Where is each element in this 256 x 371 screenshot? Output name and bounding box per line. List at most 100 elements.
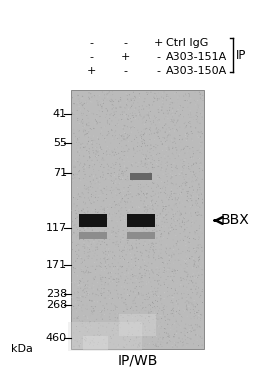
Point xyxy=(117,164,121,170)
Point xyxy=(141,213,145,219)
Point xyxy=(112,166,116,172)
Point xyxy=(197,235,201,241)
Point xyxy=(81,246,86,252)
Point xyxy=(167,220,171,226)
Point xyxy=(187,148,191,154)
Point xyxy=(178,142,182,148)
Point xyxy=(148,127,152,133)
Point xyxy=(146,256,150,262)
Point xyxy=(179,84,183,90)
Point xyxy=(100,269,104,275)
Point xyxy=(79,87,83,93)
Point xyxy=(95,272,100,278)
Point xyxy=(140,74,144,80)
Point xyxy=(129,85,133,91)
Point xyxy=(197,170,201,175)
Point xyxy=(177,252,181,257)
Point xyxy=(117,185,121,191)
Point xyxy=(195,172,199,178)
Point xyxy=(82,134,86,139)
Point xyxy=(179,103,183,109)
Point xyxy=(171,229,175,235)
Point xyxy=(168,143,173,149)
Point xyxy=(158,198,163,204)
Point xyxy=(139,177,143,183)
Point xyxy=(135,61,139,67)
Point xyxy=(121,29,125,35)
Point xyxy=(83,266,88,272)
Point xyxy=(188,251,192,257)
Point xyxy=(143,124,147,130)
Point xyxy=(143,171,147,177)
Point xyxy=(87,181,91,187)
Point xyxy=(87,211,91,217)
Point xyxy=(148,240,152,246)
Point xyxy=(151,45,155,51)
Point xyxy=(162,67,166,73)
Point xyxy=(137,270,141,276)
Point xyxy=(116,264,121,270)
Point xyxy=(184,104,188,110)
Point xyxy=(77,216,81,222)
Point xyxy=(143,124,147,130)
Point xyxy=(81,106,86,112)
Point xyxy=(163,178,167,184)
Point xyxy=(104,25,108,31)
Point xyxy=(131,253,135,259)
Point xyxy=(91,90,95,96)
Point xyxy=(166,255,170,261)
Point xyxy=(168,48,172,54)
Point xyxy=(80,96,84,102)
Point xyxy=(89,194,93,200)
Point xyxy=(174,255,178,260)
Point xyxy=(116,55,120,60)
Point xyxy=(102,230,106,236)
Point xyxy=(92,112,96,118)
Point xyxy=(114,163,118,169)
Point xyxy=(90,224,94,230)
Point xyxy=(153,22,157,28)
Point xyxy=(142,136,146,142)
Point xyxy=(147,86,151,92)
Point xyxy=(161,194,165,200)
Point xyxy=(96,114,100,120)
Point xyxy=(166,49,170,55)
Point xyxy=(122,138,126,144)
Point xyxy=(78,213,82,219)
Point xyxy=(126,165,130,171)
Point xyxy=(93,106,97,112)
Point xyxy=(76,51,80,57)
Point xyxy=(94,142,99,148)
Point xyxy=(139,86,143,92)
Point xyxy=(164,47,168,53)
Point xyxy=(152,201,156,207)
Point xyxy=(86,234,90,240)
Point xyxy=(171,260,175,266)
Point xyxy=(190,111,194,117)
Point xyxy=(83,118,87,124)
Point xyxy=(165,206,169,212)
Point xyxy=(133,272,137,278)
Point xyxy=(142,235,146,241)
Point xyxy=(124,253,129,259)
Point xyxy=(198,260,202,266)
Point xyxy=(189,79,193,85)
Point xyxy=(195,255,199,261)
Point xyxy=(151,104,155,110)
Point xyxy=(71,76,75,82)
Point xyxy=(177,262,182,267)
Point xyxy=(170,43,175,49)
Point xyxy=(110,175,114,181)
Point xyxy=(177,89,182,95)
Point xyxy=(73,272,77,278)
Point xyxy=(121,230,125,236)
Point xyxy=(172,175,176,181)
Point xyxy=(185,77,189,83)
Point xyxy=(148,210,152,216)
Point xyxy=(147,35,152,41)
Point xyxy=(70,62,74,68)
Point xyxy=(137,40,141,46)
Point xyxy=(117,118,121,124)
Point xyxy=(125,128,129,134)
Point xyxy=(156,49,160,55)
